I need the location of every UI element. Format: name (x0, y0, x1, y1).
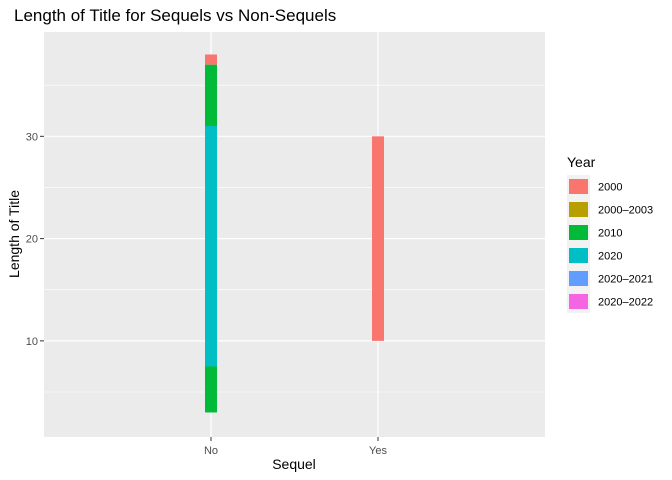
legend-label: 2000–2003 (598, 205, 653, 217)
chart-title: Length of Title for Sequels vs Non-Seque… (14, 6, 336, 25)
legend-swatch (569, 202, 588, 217)
x-axis-ticks: No Yes (204, 437, 387, 457)
x-axis-title: Sequel (272, 456, 316, 472)
legend-swatch (569, 294, 588, 309)
legend-title: Year (567, 154, 596, 170)
legend-label: 2010 (598, 228, 622, 240)
legend-swatch (569, 179, 588, 194)
legend-label: 2000 (598, 182, 622, 194)
legend-swatch (569, 248, 588, 263)
y-tick-label: 30 (26, 131, 38, 143)
legend-swatch (569, 271, 588, 286)
legend-label: 2020 (598, 251, 622, 263)
legend-swatch (569, 225, 588, 240)
plot-panel (44, 32, 545, 437)
x-tick-label: Yes (369, 445, 387, 457)
legend: Year 2000 2000–2003 2010 2020 2020–2021 2020–… (567, 154, 653, 313)
bar-2000-yes (372, 136, 384, 341)
bar-2020-no (205, 126, 217, 367)
minor-gridlines (44, 84, 545, 393)
y-axis-ticks: 10 20 30 (26, 131, 44, 348)
x-tick-label: No (204, 445, 218, 457)
chart-marks (205, 54, 384, 413)
legend-label: 2020–2022 (598, 297, 653, 309)
legend-label: 2020–2021 (598, 274, 653, 286)
y-tick-label: 20 (26, 234, 38, 246)
legend-items: 2000 2000–2003 2010 2020 2020–2021 2020–2022 (567, 175, 653, 313)
y-axis-title: Length of Title (6, 190, 22, 278)
bar-2000-no (205, 54, 217, 65)
y-tick-label: 10 (26, 336, 38, 348)
